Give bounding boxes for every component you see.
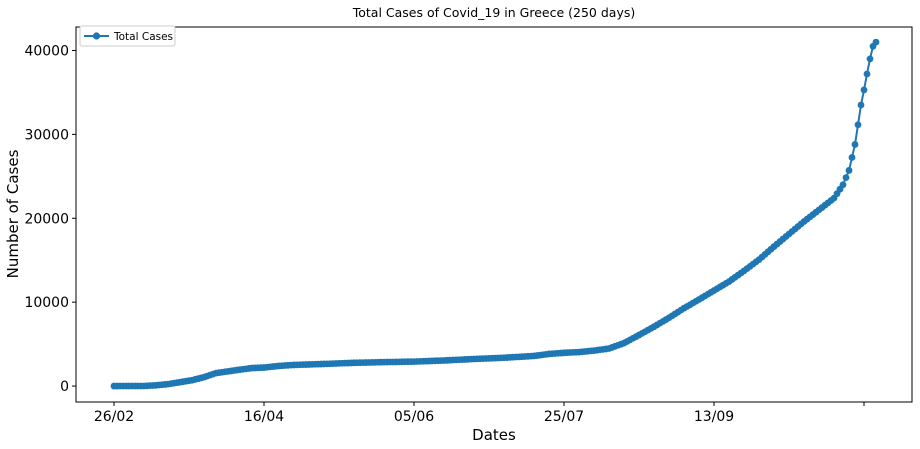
data-point xyxy=(851,141,859,148)
data-point xyxy=(848,154,856,161)
x-axis: 26/02 16/04 05/06 25/07 13/09 xyxy=(94,402,865,425)
y-tick-label: 20000 xyxy=(24,211,69,227)
series-total-cases xyxy=(110,38,880,390)
y-tick-label: 0 xyxy=(60,379,69,395)
x-tick-label: 13/09 xyxy=(694,409,734,425)
legend: Total Cases xyxy=(79,25,176,47)
legend-marker-swatch xyxy=(92,32,101,40)
y-axis: 0 10000 20000 30000 40000 xyxy=(24,43,76,395)
plot-area xyxy=(75,26,913,403)
data-point xyxy=(866,55,874,63)
data-point xyxy=(863,70,871,78)
legend-entry-total-cases: Total Cases xyxy=(113,31,173,43)
data-point xyxy=(845,167,853,174)
x-tick-label: 05/06 xyxy=(394,409,434,425)
data-point xyxy=(872,38,880,46)
data-point xyxy=(857,101,865,109)
y-tick-label: 40000 xyxy=(24,43,69,59)
data-point xyxy=(860,86,868,94)
data-point xyxy=(854,121,862,129)
x-tick-label: 16/04 xyxy=(244,409,284,425)
series-line xyxy=(113,41,877,388)
y-tick-label: 10000 xyxy=(24,295,69,311)
x-tick-label: 26/02 xyxy=(94,409,134,425)
chart-title: Total Cases of Covid_19 in Greece (250 d… xyxy=(352,5,636,20)
legend-box xyxy=(79,25,176,47)
y-axis-label: Number of Cases xyxy=(4,149,22,278)
x-tick-label: 25/07 xyxy=(544,409,584,425)
x-axis-label: Dates xyxy=(472,426,516,444)
y-tick-label: 30000 xyxy=(24,127,69,143)
data-point xyxy=(839,181,847,189)
data-point xyxy=(842,174,850,181)
